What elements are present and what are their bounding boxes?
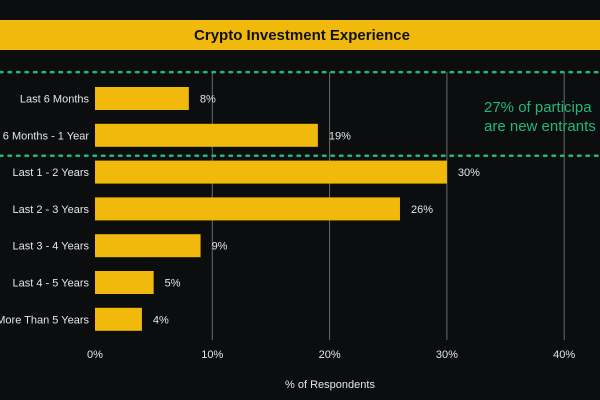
chart-title: Crypto Investment Experience — [194, 27, 410, 44]
data-label: 5% — [165, 278, 181, 290]
bar — [95, 271, 154, 294]
x-tick-label: 30% — [436, 349, 458, 361]
data-label: 9% — [212, 241, 228, 253]
category-label: Last 6 Months — [20, 94, 90, 106]
title-bar — [0, 20, 600, 50]
data-label: 26% — [411, 204, 433, 216]
bar — [95, 160, 447, 184]
x-tick-label: 0% — [87, 349, 103, 361]
bar — [95, 234, 201, 258]
new-entrants-bracket — [0, 70, 600, 157]
category-label: Last 4 - 5 Years — [13, 278, 90, 290]
data-label: 8% — [200, 94, 216, 106]
bar — [95, 197, 400, 221]
category-label: Last 1 - 2 Years — [13, 167, 90, 179]
x-tick-labels: 0% 10% 20% 30% 40% — [87, 349, 575, 361]
annotation-line-2: are new entrants — [484, 118, 596, 135]
bar — [95, 87, 189, 110]
bar — [95, 307, 142, 331]
category-label: Last 2 - 3 Years — [13, 204, 90, 216]
bars — [95, 87, 447, 331]
category-label: Last 3 - 4 Years — [13, 241, 90, 253]
x-tick-label: 20% — [319, 349, 341, 361]
annotation-line-1: 27% of participa — [484, 99, 592, 116]
x-tick-label: 40% — [553, 349, 575, 361]
data-labels: 8% 19% 30% 26% 9% 5% 4% — [153, 94, 480, 327]
data-label: 19% — [329, 130, 351, 142]
data-label: 30% — [458, 167, 480, 179]
x-tick-label: 10% — [201, 349, 223, 361]
data-label: 4% — [153, 314, 169, 326]
category-label: More Than 5 Years — [0, 314, 89, 326]
bar — [95, 123, 318, 147]
category-label: 6 Months - 1 Year — [3, 130, 90, 142]
x-axis-title: % of Respondents — [285, 379, 375, 391]
annotation: 27% of participa are new entrants — [484, 99, 596, 135]
category-labels: Last 6 Months 6 Months - 1 Year Last 1 - 2… — [0, 94, 90, 327]
